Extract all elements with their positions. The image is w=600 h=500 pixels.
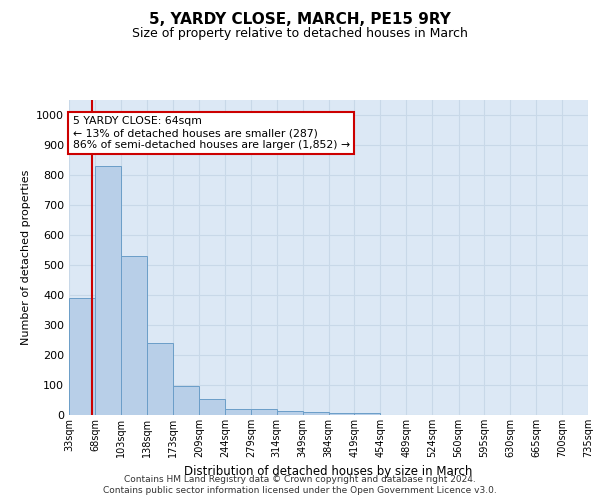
X-axis label: Distribution of detached houses by size in March: Distribution of detached houses by size …	[184, 466, 473, 478]
Text: Size of property relative to detached houses in March: Size of property relative to detached ho…	[132, 28, 468, 40]
Bar	[146, 343, 173, 415]
Bar	[95, 166, 121, 415]
Bar	[355, 412, 380, 415]
Text: 5 YARDY CLOSE: 64sqm
← 13% of detached houses are smaller (287)
86% of semi-deta: 5 YARDY CLOSE: 64sqm ← 13% of detached h…	[73, 116, 350, 150]
Text: Contains HM Land Registry data © Crown copyright and database right 2024.: Contains HM Land Registry data © Crown c…	[124, 475, 476, 484]
Y-axis label: Number of detached properties: Number of detached properties	[20, 170, 31, 345]
Bar	[302, 412, 329, 415]
Bar	[69, 298, 95, 415]
Bar	[121, 256, 146, 415]
Text: Contains public sector information licensed under the Open Government Licence v3: Contains public sector information licen…	[103, 486, 497, 495]
Bar	[277, 410, 302, 415]
Bar	[251, 409, 277, 415]
Bar	[329, 412, 355, 415]
Bar	[225, 409, 251, 415]
Bar	[173, 386, 199, 415]
Text: 5, YARDY CLOSE, MARCH, PE15 9RY: 5, YARDY CLOSE, MARCH, PE15 9RY	[149, 12, 451, 28]
Bar	[199, 400, 225, 415]
